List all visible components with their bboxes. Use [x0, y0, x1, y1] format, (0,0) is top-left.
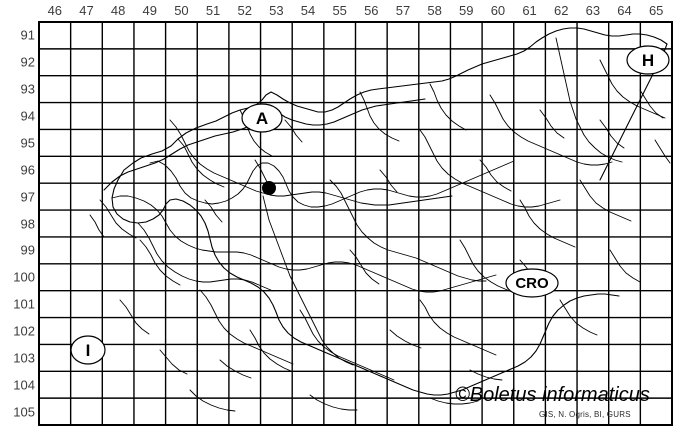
x-axis-tick-50: 50 — [174, 3, 189, 18]
y-axis-tick-91: 91 — [20, 27, 35, 43]
y-axis-tick-96: 96 — [20, 162, 35, 178]
x-axis-tick-65: 65 — [648, 3, 664, 18]
y-axis-tick-103: 103 — [13, 350, 35, 366]
copyright-label: ©Boletus informaticus — [455, 384, 650, 406]
y-axis-tick-100: 100 — [13, 269, 35, 285]
y-axis-tick-95: 95 — [20, 135, 35, 151]
y-axis-tick-105: 105 — [13, 404, 35, 420]
x-axis-tick-59: 59 — [459, 3, 474, 18]
y-axis-tick-93: 93 — [20, 81, 35, 97]
x-axis-tick-49: 49 — [142, 3, 157, 18]
data-source-label: GIS, N. Ogris, BI, GURS — [539, 410, 631, 419]
occurrence-point — [262, 181, 276, 195]
x-axis-tick-63: 63 — [585, 3, 601, 18]
x-axis-tick-62: 62 — [553, 3, 569, 18]
y-axis-tick-104: 104 — [13, 377, 35, 393]
x-axis-tick-55: 55 — [332, 3, 347, 18]
grid-frame — [38, 21, 673, 426]
x-axis-tick-46: 46 — [47, 3, 63, 18]
y-axis-tick-102: 102 — [13, 323, 35, 339]
coastline-layer — [103, 27, 668, 396]
x-axis-tick-57: 57 — [395, 3, 411, 18]
x-axis-tick-51: 51 — [205, 3, 221, 18]
y-axis-tick-97: 97 — [20, 189, 35, 205]
x-axis-tick-52: 52 — [237, 3, 252, 18]
x-axis-tick-48: 48 — [110, 3, 126, 18]
y-axis-tick-101: 101 — [13, 296, 35, 312]
grid-lines — [38, 21, 673, 426]
x-axis-tick-54: 54 — [300, 3, 316, 18]
x-axis-tick-64: 64 — [617, 3, 632, 18]
x-axis-tick-56: 56 — [364, 3, 379, 18]
y-axis-tick-98: 98 — [20, 216, 35, 231]
y-axis-tick-94: 94 — [20, 108, 35, 124]
y-axis-tick-99: 99 — [20, 242, 35, 258]
x-axis-tick-61: 61 — [522, 3, 537, 18]
x-axis-tick-60: 60 — [490, 3, 506, 18]
y-axis-tick-92: 92 — [20, 54, 35, 70]
x-axis-tick-47: 47 — [79, 3, 94, 18]
x-axis-tick-58: 58 — [427, 3, 442, 18]
region-boundaries-layer — [89, 37, 671, 412]
x-axis-tick-53: 53 — [269, 3, 284, 18]
